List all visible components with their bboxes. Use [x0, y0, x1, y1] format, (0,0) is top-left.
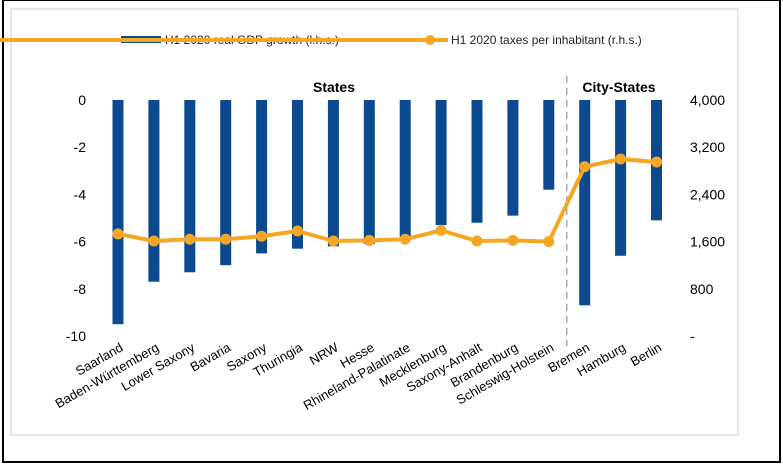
right-tick-label: 3,200	[690, 139, 725, 155]
x-tick-label: Berlin	[628, 340, 664, 370]
group-header: City-States	[582, 79, 655, 95]
left-tick-label: 0	[78, 92, 86, 108]
bar-series	[112, 100, 662, 325]
gdp-bar	[292, 100, 303, 249]
left-tick-label: -4	[74, 186, 87, 202]
gdp-bar	[435, 100, 447, 226]
x-tick-label: Bavaria	[188, 339, 234, 374]
gdp-bar	[256, 100, 268, 254]
left-tick-label: -2	[74, 139, 87, 155]
taxes-point	[615, 153, 627, 165]
x-tick-label: NRW	[307, 339, 342, 368]
gdp-bar	[363, 100, 375, 244]
left-tick-label: -10	[66, 328, 86, 344]
taxes-point	[435, 224, 447, 236]
taxes-point	[292, 225, 303, 237]
gdp-bar	[148, 100, 160, 282]
right-tick-label: 4,000	[690, 92, 725, 108]
taxes-point	[399, 233, 411, 245]
gdp-bar	[471, 100, 483, 223]
taxes-point	[184, 233, 196, 245]
taxes-point	[363, 234, 375, 246]
legend: H1 2020 real GDP growth (l.h.s.) H1 2020…	[0, 33, 642, 47]
taxes-point	[112, 228, 124, 240]
gdp-bar	[507, 100, 519, 216]
gdp-bar	[543, 100, 555, 190]
taxes-point	[471, 235, 483, 247]
left-tick-label: -8	[74, 281, 87, 297]
right-tick-label: -	[690, 328, 695, 344]
right-axis: 4,000 3,200 2,400 1,600 800 -	[690, 92, 725, 344]
gdp-bar	[184, 100, 196, 273]
taxes-point	[327, 235, 339, 247]
line-series	[112, 153, 662, 248]
taxes-line	[117, 157, 657, 244]
gdp-bar	[220, 100, 232, 266]
taxes-point	[507, 234, 519, 246]
taxes-point	[651, 156, 662, 168]
right-tick-label: 2,400	[690, 186, 725, 202]
gdp-bar	[112, 100, 124, 325]
taxes-point	[220, 233, 232, 245]
group-headers: States City-States	[313, 76, 656, 346]
taxes-point	[256, 230, 268, 242]
left-tick-label: -6	[74, 234, 87, 250]
taxes-point	[148, 235, 160, 247]
taxes-point	[579, 161, 591, 173]
legend-label-taxes: H1 2020 taxes per inhabitant (r.h.s.)	[451, 33, 642, 47]
legend-line-marker	[425, 35, 435, 45]
taxes-point	[543, 236, 555, 248]
gdp-bar	[615, 100, 627, 256]
group-header: States	[313, 79, 355, 95]
right-tick-label: 1,600	[690, 234, 725, 250]
right-tick-label: 800	[690, 281, 714, 297]
gdp-bar	[399, 100, 411, 237]
left-axis: 0 -2 -4 -6 -8 -10	[66, 92, 86, 344]
plot-outline	[10, 8, 739, 436]
gdp-bar	[327, 100, 339, 247]
gdp-bar	[579, 100, 591, 306]
